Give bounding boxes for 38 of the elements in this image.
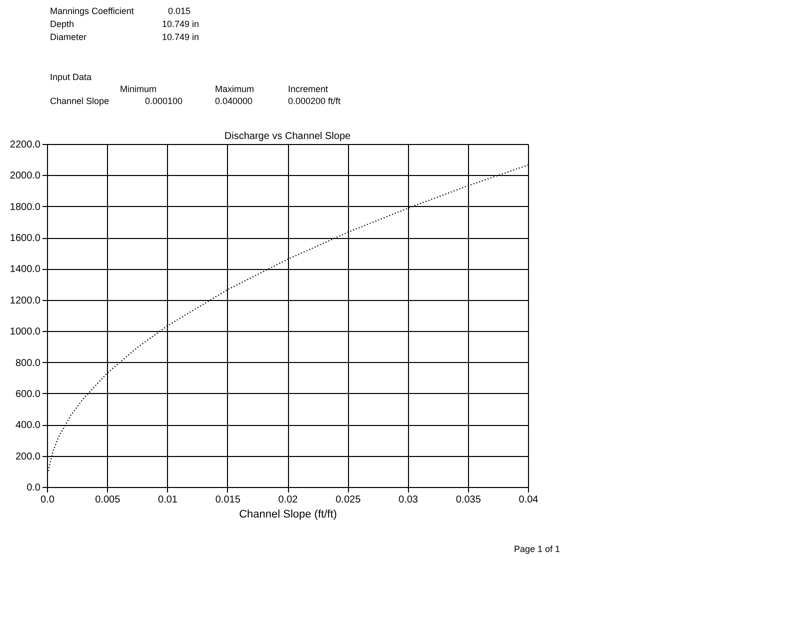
y-tick-label: 1800.0 (10, 202, 41, 213)
y-tick-label: 1600.0 (10, 233, 41, 244)
y-tick-label: 1200.0 (10, 295, 41, 306)
text: 0.040000 (215, 96, 253, 106)
text: 10.749 in (162, 19, 200, 29)
text: 0.000100 (145, 96, 183, 106)
x-tick-label: 0.025 (336, 494, 362, 506)
y-tick-label: 200.0 (15, 451, 41, 462)
y-tick-label: 1000.0 (10, 326, 41, 338)
text: Mannings Coefficient (50, 6, 134, 16)
text: Diameter (50, 32, 87, 42)
text: Channel Slope (50, 96, 110, 106)
text: Maximum (215, 84, 254, 94)
x-axis-title: Channel Slope (ft/ft) (239, 508, 337, 520)
text: 10.749 in (162, 32, 200, 42)
y-tick-label: 2000.0 (10, 170, 41, 182)
text: 0.000200 ft/ft (288, 96, 342, 106)
text: Minimum (120, 84, 157, 94)
y-tick-label: 0.0 (26, 482, 41, 494)
x-tick-label: 0.035 (456, 494, 482, 506)
text: Page 1 of 1 (514, 544, 560, 554)
y-tick-label: 2200.0 (10, 140, 41, 150)
x-tick-label: 0.02 (278, 494, 298, 506)
x-tick-label: 0.04 (518, 494, 539, 506)
y-tick-label: 800.0 (15, 358, 41, 369)
y-tick-label: 1400.0 (10, 264, 41, 276)
x-tick-label: 0.015 (215, 494, 241, 506)
y-tick-label: 400.0 (15, 420, 41, 432)
chart-title: Discharge vs Channel Slope (224, 131, 352, 142)
x-tick-label: 0.005 (95, 494, 121, 506)
text: 0.015 (168, 6, 191, 16)
text: Increment (288, 84, 329, 94)
x-tick-label: 0.0 (40, 494, 55, 506)
text: Input Data (50, 72, 92, 82)
x-tick-label: 0.03 (398, 494, 418, 506)
y-tick-label: 600.0 (15, 388, 41, 400)
x-tick-label: 0.01 (158, 494, 178, 506)
text: Depth (50, 19, 74, 29)
